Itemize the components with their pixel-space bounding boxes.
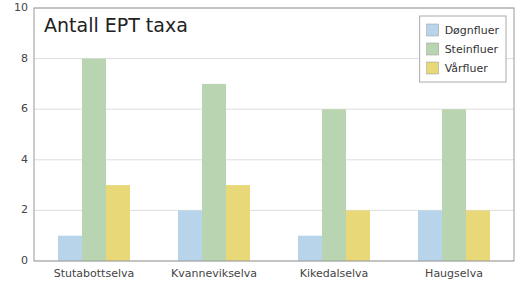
bar [58, 236, 82, 261]
legend-label: Steinfluer [445, 43, 499, 56]
legend-swatch [427, 24, 439, 36]
bar [442, 109, 466, 261]
bar [106, 185, 130, 261]
y-tick-label: 10 [14, 1, 28, 14]
plot-frame [34, 8, 514, 261]
legend-swatch [427, 43, 439, 55]
legend: Døgnfluer Steinfluer Vårfluer [420, 16, 506, 82]
y-tick-label: 8 [21, 52, 28, 65]
chart-container: 0 2 4 6 8 10 Stutabottselva Kvannevikselva Kiked… [0, 0, 524, 287]
plot-background [34, 8, 514, 261]
bar [178, 210, 202, 261]
bar [298, 236, 322, 261]
x-tick-label: Kikedalselva [300, 267, 369, 280]
bar [466, 210, 490, 261]
bars [58, 59, 490, 261]
y-tick-label: 6 [21, 102, 28, 115]
grid [34, 8, 514, 261]
bar [202, 84, 226, 261]
y-tick-label: 4 [21, 153, 28, 166]
y-tick-label: 0 [21, 254, 28, 267]
chart-svg: 0 2 4 6 8 10 Stutabottselva Kvannevikselva Kiked… [0, 0, 524, 287]
bar [346, 210, 370, 261]
x-tick-label: Kvannevikselva [171, 267, 257, 280]
bar [418, 210, 442, 261]
chart-title: Antall EPT taxa [44, 14, 188, 36]
legend-label: Døgnfluer [445, 24, 500, 37]
y-tick-label: 2 [21, 203, 28, 216]
legend-label: Vårfluer [445, 62, 489, 75]
x-tick-label: Haugselva [425, 267, 483, 280]
bar [82, 59, 106, 261]
x-tick-label: Stutabottselva [54, 267, 134, 280]
bar [226, 185, 250, 261]
legend-swatch [427, 62, 439, 74]
bar [322, 109, 346, 261]
legend-frame [420, 16, 506, 82]
